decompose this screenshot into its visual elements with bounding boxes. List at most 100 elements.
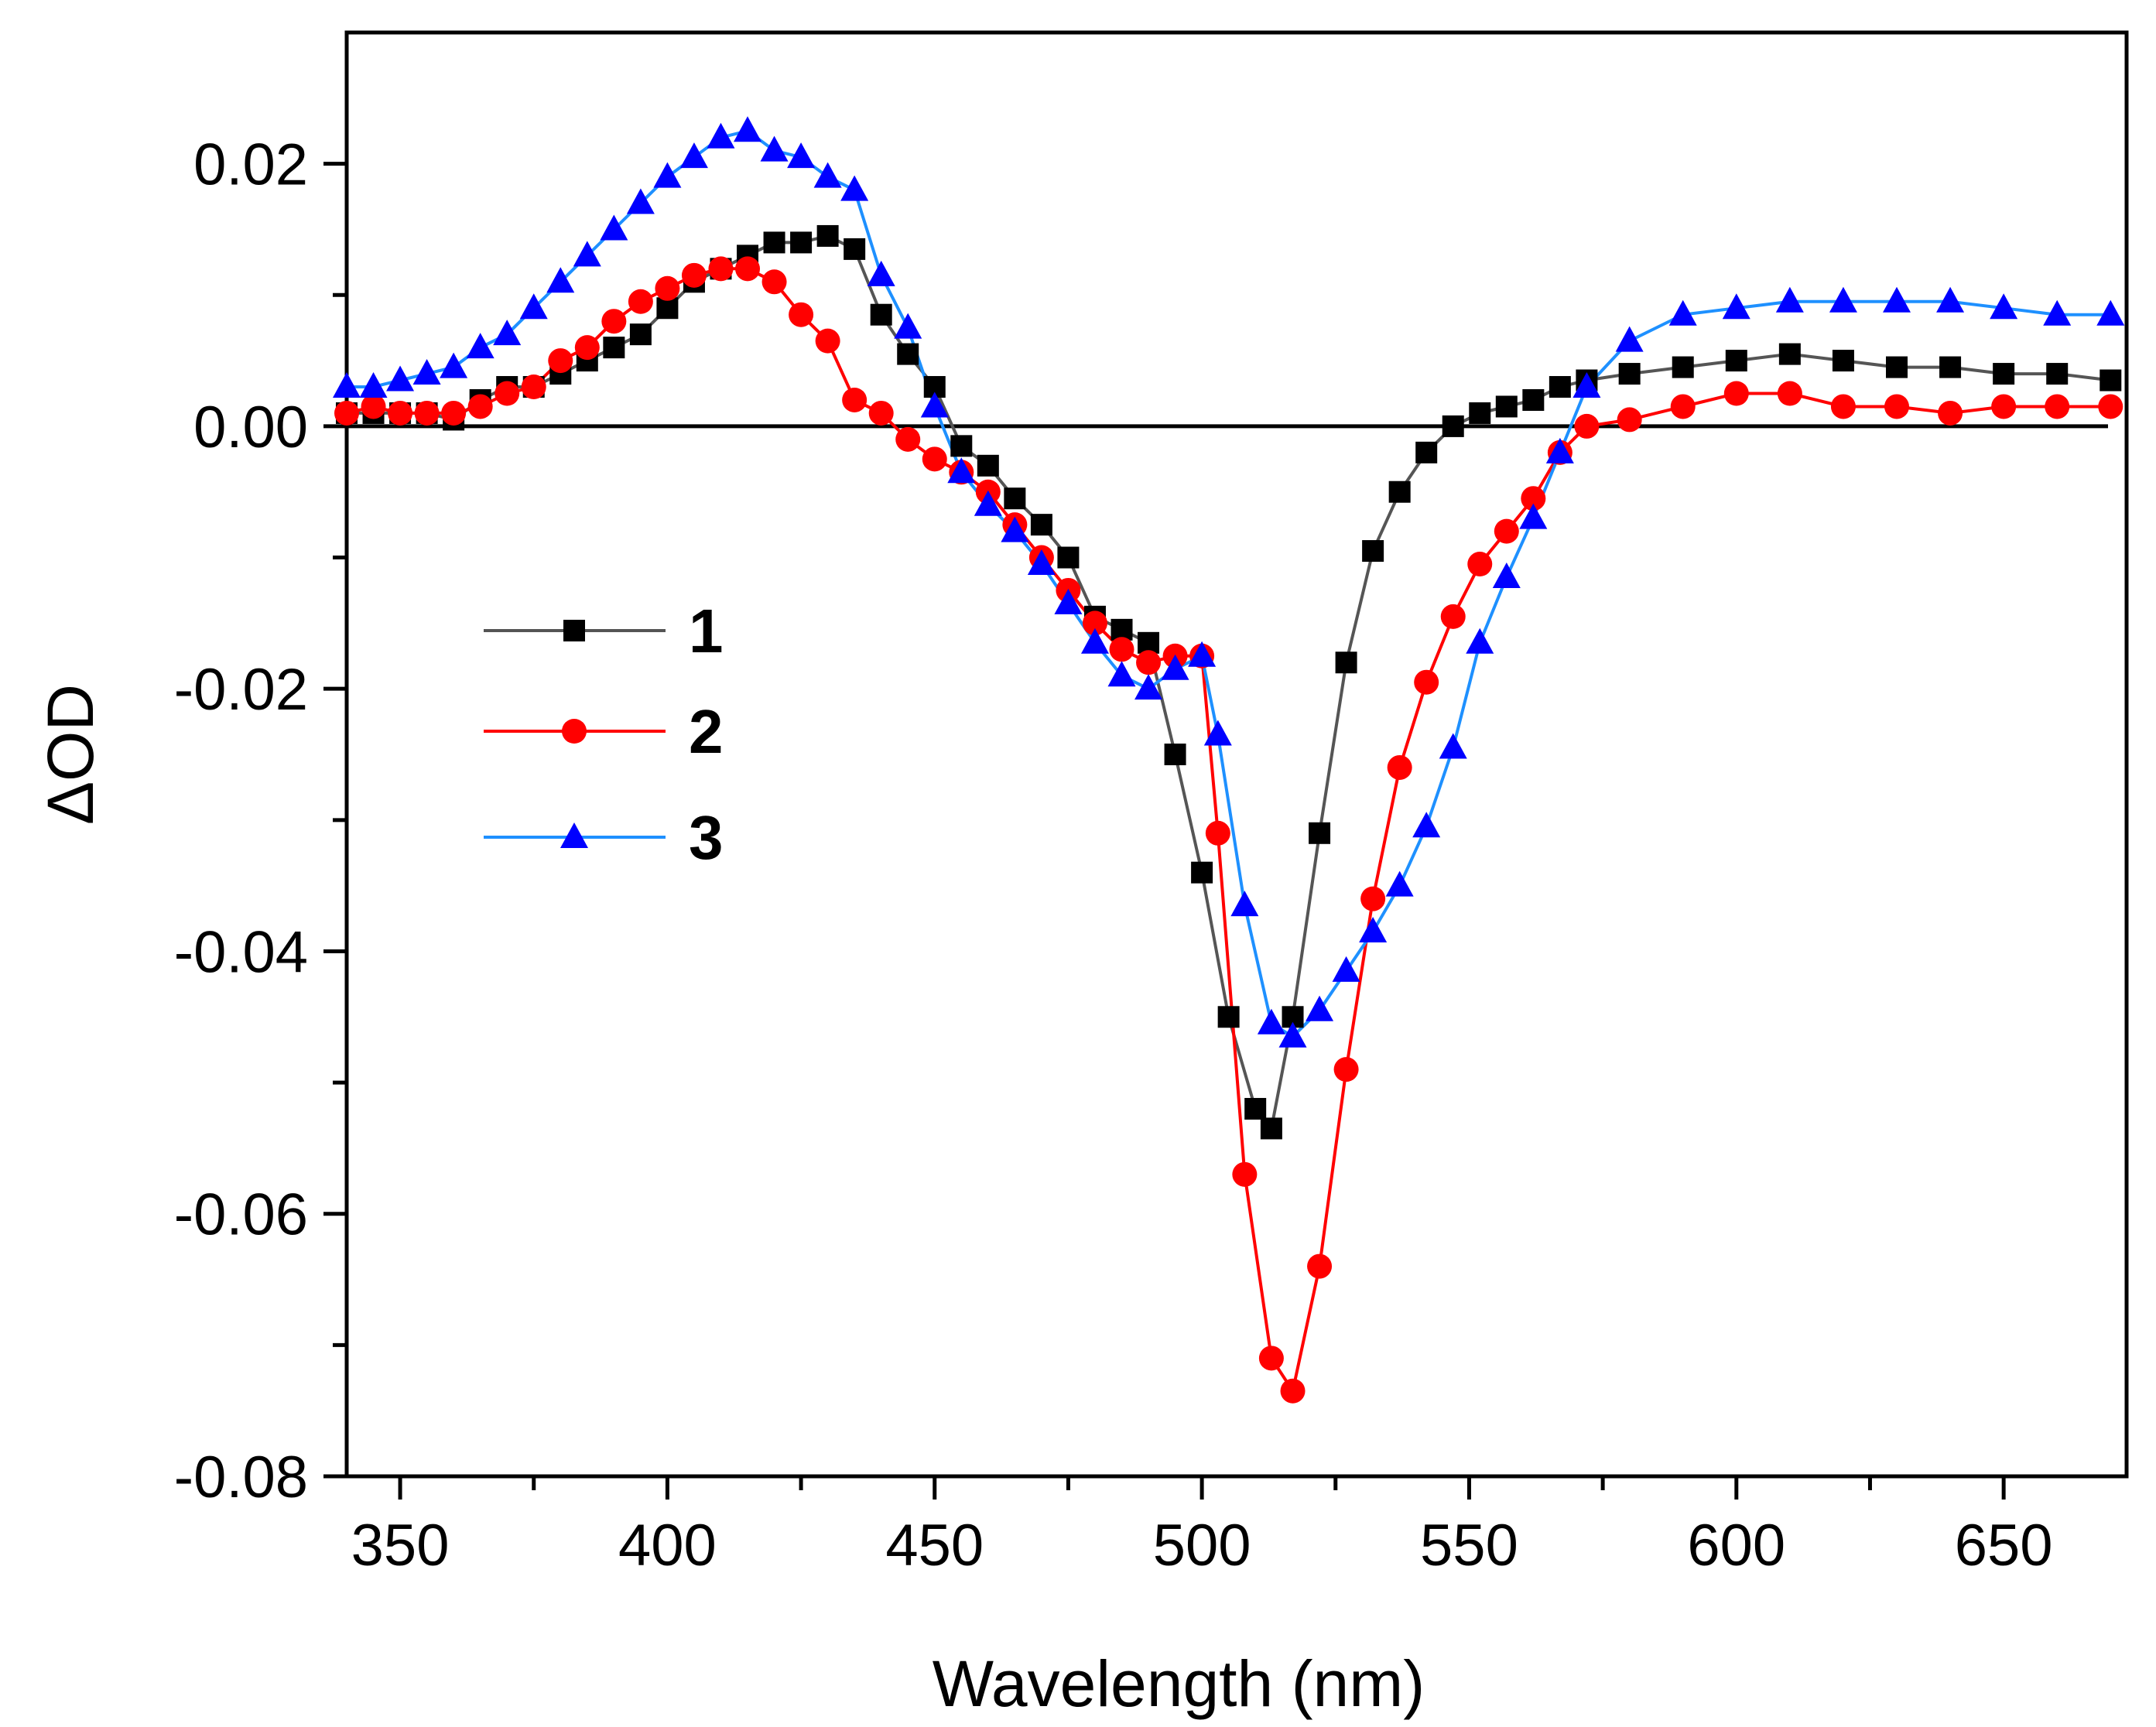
series-3-point bbox=[1306, 995, 1334, 1021]
series-3-point bbox=[1466, 628, 1494, 654]
series-1-point bbox=[977, 454, 999, 477]
series-1-point bbox=[1778, 343, 1801, 365]
series-2-point bbox=[1830, 394, 1856, 419]
series-2-point bbox=[1387, 754, 1412, 780]
series-1-point bbox=[2100, 369, 2122, 392]
series-1-point bbox=[1442, 415, 1464, 437]
series-2-point bbox=[1440, 604, 1466, 629]
series-1-point bbox=[1244, 1098, 1267, 1120]
series-3-point bbox=[493, 320, 522, 346]
y-tick-label: -0.04 bbox=[174, 919, 308, 985]
series-1-point bbox=[1030, 514, 1052, 536]
series-2-point bbox=[842, 387, 868, 412]
series-2-point bbox=[681, 262, 707, 288]
series-3-point bbox=[1359, 917, 1388, 943]
series-2-point bbox=[1205, 820, 1230, 846]
series-3-point bbox=[734, 116, 762, 142]
series-2-point bbox=[1670, 394, 1696, 419]
series-2-point bbox=[2098, 394, 2123, 419]
series-2-point bbox=[361, 394, 386, 419]
series-2-point bbox=[922, 446, 947, 472]
series-2-point bbox=[521, 374, 546, 400]
series-1-point bbox=[1725, 350, 1747, 372]
series-1-point bbox=[870, 303, 892, 326]
series-3-point bbox=[760, 135, 789, 162]
y-tick-label: -0.08 bbox=[174, 1445, 308, 1510]
series-3-point bbox=[359, 372, 388, 398]
series-1-point bbox=[1993, 363, 2015, 385]
series-3-point bbox=[1332, 956, 1360, 982]
legend: 1 2 3 bbox=[484, 597, 724, 872]
series-3-point bbox=[894, 313, 922, 339]
series-1-point bbox=[816, 224, 839, 247]
series-1-point bbox=[656, 297, 679, 320]
series-2-point bbox=[1777, 381, 1802, 406]
series-2-point bbox=[1258, 1346, 1284, 1371]
series-2-point bbox=[1884, 394, 1910, 419]
series-3-point bbox=[947, 457, 976, 484]
series-1-point bbox=[1672, 356, 1694, 378]
series-3-point bbox=[1001, 516, 1029, 542]
x-tick-label: 400 bbox=[618, 1513, 717, 1578]
series-3-point bbox=[1492, 562, 1521, 588]
series-1-point bbox=[1164, 744, 1186, 765]
series-1-point bbox=[1111, 618, 1133, 641]
series-2-point bbox=[868, 400, 894, 426]
legend-label: 3 bbox=[689, 803, 724, 872]
series-3-point bbox=[1829, 286, 1857, 313]
legend-item-1: 1 bbox=[484, 597, 724, 665]
legend-label: 1 bbox=[689, 597, 724, 665]
legend-marker bbox=[562, 719, 587, 744]
plot-frame bbox=[344, 30, 2129, 1479]
series-3-point bbox=[466, 333, 495, 359]
series-1-point bbox=[1495, 395, 1518, 418]
series-2-point bbox=[1574, 413, 1600, 439]
x-tick-label: 650 bbox=[1955, 1513, 2053, 1578]
series-lines bbox=[346, 129, 2111, 1395]
series-3-point bbox=[1883, 286, 1911, 313]
series-3-point bbox=[1027, 549, 1056, 576]
series-2-point bbox=[495, 381, 520, 406]
series-1-point bbox=[1469, 402, 1491, 424]
series-3-point bbox=[1412, 812, 1441, 838]
series-1-point bbox=[603, 337, 625, 359]
series-1-point bbox=[1415, 441, 1438, 463]
series-3-point bbox=[1080, 628, 1109, 654]
series-1-point bbox=[1388, 480, 1411, 503]
series-1-point bbox=[1618, 363, 1641, 385]
x-tick-label: 550 bbox=[1420, 1513, 1518, 1578]
y-axis-ticks: 0.02 0.00 -0.02 -0.04 -0.06 -0.08 bbox=[174, 132, 347, 1510]
series-1-markers bbox=[336, 224, 2122, 1140]
series-3-point bbox=[813, 162, 842, 188]
series-2-point bbox=[1414, 669, 1439, 695]
series-3-point bbox=[1615, 326, 1644, 352]
series-1-point bbox=[1832, 350, 1854, 372]
series-3-point bbox=[679, 142, 708, 169]
series-3-point bbox=[1230, 891, 1259, 917]
series-1-point bbox=[1138, 631, 1160, 654]
series-2-point bbox=[1333, 1057, 1359, 1082]
series-2-point bbox=[441, 400, 467, 426]
series-2-point bbox=[1232, 1161, 1258, 1187]
y-tick-label: 0.00 bbox=[193, 395, 308, 460]
series-3-point bbox=[1722, 293, 1750, 320]
series-3-point bbox=[573, 241, 601, 267]
legend-item-3: 3 bbox=[484, 803, 724, 872]
series-2-point bbox=[2045, 394, 2070, 419]
y-tick-label: 0.02 bbox=[193, 132, 308, 198]
series-2-point bbox=[789, 302, 814, 327]
series-3-point bbox=[386, 365, 415, 392]
series-3-point bbox=[1161, 654, 1189, 680]
series-2-line bbox=[346, 267, 2111, 1395]
series-1-point bbox=[1886, 356, 1908, 378]
series-1-point bbox=[1309, 822, 1331, 844]
x-tick-label: 450 bbox=[885, 1513, 984, 1578]
series-3-point bbox=[1936, 286, 1965, 313]
series-1-point bbox=[897, 343, 919, 365]
series-markers bbox=[333, 116, 2125, 1404]
series-3-point bbox=[440, 352, 468, 378]
series-2-point bbox=[414, 400, 440, 426]
series-3-point bbox=[546, 267, 575, 293]
series-3-markers bbox=[333, 116, 2125, 1048]
series-3-point bbox=[600, 214, 628, 241]
